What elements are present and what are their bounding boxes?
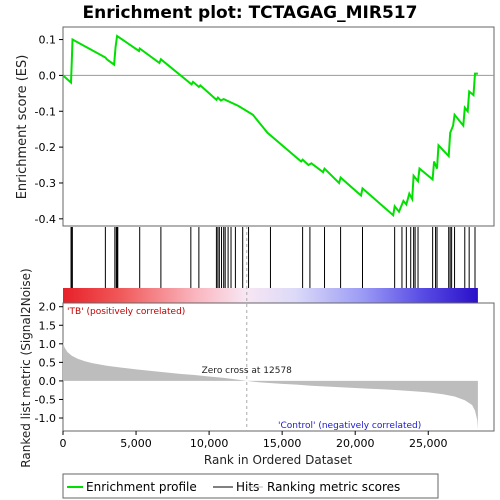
metric-y-tick-label: 1.0 — [39, 338, 57, 351]
negative-correlation-label: 'Control' (negatively correlated) — [278, 421, 421, 431]
metric-y-ticks: 2.0 1.5 1.0 0.5 0.0 -0.5 -1.0 — [35, 301, 63, 425]
es-y-axis-label: Enrichment score (ES) — [15, 55, 30, 200]
metric-y-tick-label: 0.5 — [39, 356, 57, 369]
es-y-ticks: 0.1 0.0 -0.1 -0.2 -0.3 -0.4 — [35, 34, 63, 226]
legend-enrichment-label: Enrichment profile — [86, 480, 197, 494]
ranked-list-colorbar — [63, 288, 478, 303]
es-y-tick-label: 0.0 — [39, 69, 57, 82]
es-y-tick-label: -0.4 — [35, 213, 56, 226]
es-y-tick-label: -0.1 — [35, 105, 56, 118]
legend-metric-label: Ranking metric scores — [267, 480, 400, 494]
metric-y-axis-label: Ranked list metric (Signal2Noise) — [19, 268, 33, 467]
metric-y-tick-label: -0.5 — [35, 393, 56, 406]
metric-y-tick-label: -1.0 — [35, 412, 56, 425]
positive-correlation-label: 'TB' (positively correlated) — [67, 307, 185, 317]
x-tick-label: 5,000 — [120, 437, 152, 450]
enrichment-profile-line — [62, 34, 478, 218]
x-tick-label: 20,000 — [336, 437, 375, 450]
legend-box — [62, 473, 439, 499]
chart-title: Enrichment plot: TCTAGAG_MIR517 — [83, 3, 418, 23]
x-tick-label: 0 — [60, 437, 67, 450]
metric-y-tick-label: 2.0 — [39, 301, 57, 314]
metric-y-tick-label: 0.0 — [39, 375, 57, 388]
x-tick-label: 15,000 — [263, 437, 302, 450]
x-tick-label: 25,000 — [409, 437, 448, 450]
es-panel-frame — [62, 26, 495, 227]
es-y-tick-label: -0.2 — [35, 141, 56, 154]
ranking-metric-area — [63, 342, 478, 430]
metric-panel-frame — [62, 302, 495, 432]
legend-hits-label: Hits — [236, 480, 259, 494]
zero-cross-label: Zero cross at 12578 — [202, 366, 293, 376]
x-tick-label: 10,000 — [190, 437, 229, 450]
hits-rug — [70, 227, 476, 288]
es-y-tick-label: 0.1 — [39, 34, 57, 47]
metric-x-ticks: 0 5,000 10,000 15,000 20,000 25,000 — [60, 431, 448, 450]
x-axis-label: Rank in Ordered Dataset — [204, 453, 352, 467]
es-y-tick-label: -0.3 — [35, 177, 56, 190]
metric-y-tick-label: 1.5 — [39, 319, 57, 332]
